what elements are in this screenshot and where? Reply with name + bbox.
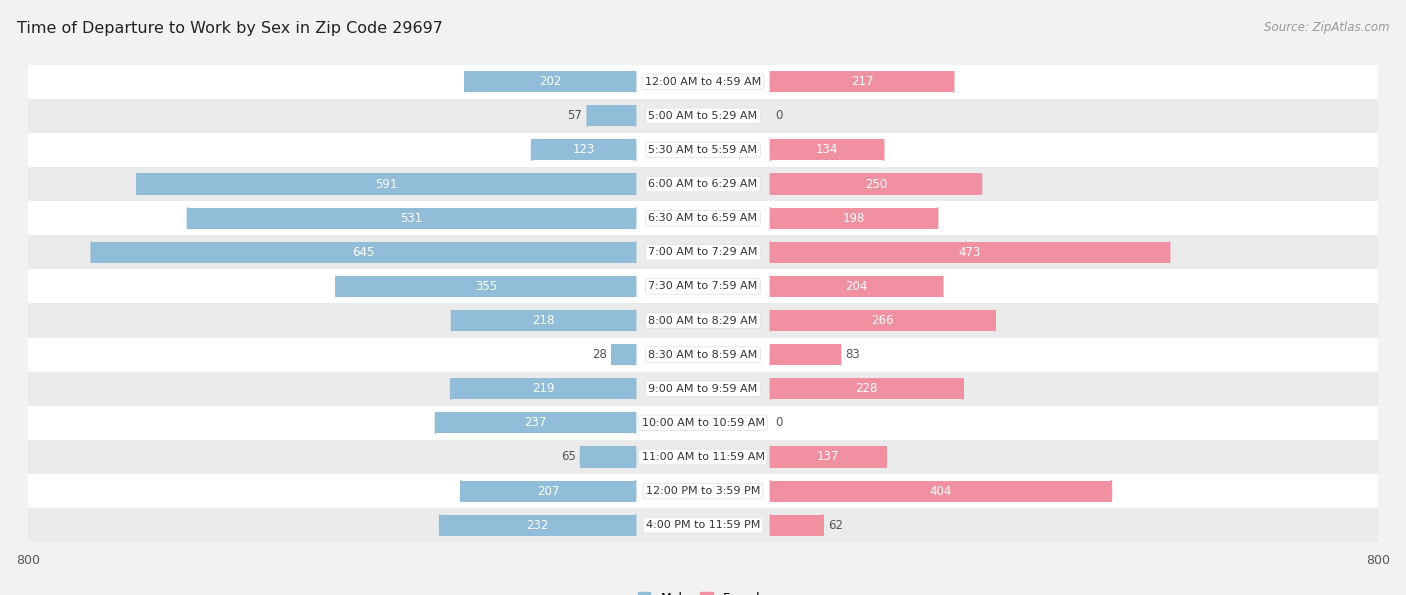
Text: 134: 134: [815, 143, 838, 156]
Text: 83: 83: [845, 348, 860, 361]
Text: 0: 0: [776, 109, 783, 123]
Text: 11:00 AM to 11:59 AM: 11:00 AM to 11:59 AM: [641, 452, 765, 462]
Text: 7:30 AM to 7:59 AM: 7:30 AM to 7:59 AM: [648, 281, 758, 292]
Bar: [28, 406, 1378, 440]
Text: 6:30 AM to 6:59 AM: 6:30 AM to 6:59 AM: [648, 213, 758, 223]
Bar: [136, 174, 636, 195]
Text: 62: 62: [828, 519, 842, 532]
Text: 218: 218: [533, 314, 555, 327]
Text: 645: 645: [353, 246, 374, 259]
Text: 57: 57: [568, 109, 582, 123]
Text: 0: 0: [776, 416, 783, 430]
Bar: [531, 139, 636, 161]
Text: 204: 204: [845, 280, 868, 293]
Bar: [770, 242, 1170, 263]
Bar: [770, 344, 841, 365]
Text: 531: 531: [401, 212, 423, 225]
Bar: [28, 337, 1378, 372]
Bar: [28, 201, 1378, 235]
Bar: [770, 139, 883, 161]
Text: 473: 473: [959, 246, 981, 259]
Text: 10:00 AM to 10:59 AM: 10:00 AM to 10:59 AM: [641, 418, 765, 428]
Text: 237: 237: [524, 416, 547, 430]
Bar: [461, 481, 636, 502]
Bar: [451, 310, 636, 331]
Text: 266: 266: [872, 314, 894, 327]
Text: 7:00 AM to 7:29 AM: 7:00 AM to 7:29 AM: [648, 248, 758, 257]
Bar: [770, 378, 963, 399]
Bar: [436, 412, 636, 433]
Bar: [612, 344, 636, 365]
Bar: [770, 276, 942, 297]
Bar: [588, 105, 636, 126]
Bar: [28, 65, 1378, 99]
Text: 591: 591: [375, 177, 398, 190]
Text: 4:00 PM to 11:59 PM: 4:00 PM to 11:59 PM: [645, 520, 761, 530]
Bar: [465, 71, 636, 92]
Text: 6:00 AM to 6:29 AM: 6:00 AM to 6:29 AM: [648, 179, 758, 189]
Bar: [770, 446, 886, 468]
Text: 8:00 AM to 8:29 AM: 8:00 AM to 8:29 AM: [648, 315, 758, 325]
Text: 65: 65: [561, 450, 575, 464]
Text: 250: 250: [865, 177, 887, 190]
Text: 123: 123: [572, 143, 595, 156]
Text: 137: 137: [817, 450, 839, 464]
Text: 198: 198: [842, 212, 865, 225]
Bar: [28, 99, 1378, 133]
Bar: [440, 515, 636, 536]
Bar: [28, 474, 1378, 508]
Bar: [28, 235, 1378, 270]
Bar: [91, 242, 636, 263]
Text: 207: 207: [537, 484, 560, 497]
Text: 202: 202: [538, 75, 561, 88]
Text: 28: 28: [592, 348, 607, 361]
Bar: [28, 440, 1378, 474]
Text: 12:00 AM to 4:59 AM: 12:00 AM to 4:59 AM: [645, 77, 761, 87]
Bar: [770, 481, 1111, 502]
Text: 9:00 AM to 9:59 AM: 9:00 AM to 9:59 AM: [648, 384, 758, 394]
Bar: [770, 208, 938, 228]
Text: 5:00 AM to 5:29 AM: 5:00 AM to 5:29 AM: [648, 111, 758, 121]
Text: 228: 228: [855, 382, 877, 395]
Bar: [28, 167, 1378, 201]
Text: 8:30 AM to 8:59 AM: 8:30 AM to 8:59 AM: [648, 350, 758, 359]
Text: 404: 404: [929, 484, 952, 497]
Bar: [28, 270, 1378, 303]
Legend: Male, Female: Male, Female: [638, 591, 768, 595]
Bar: [451, 378, 636, 399]
Bar: [770, 310, 995, 331]
Bar: [28, 303, 1378, 337]
Text: Time of Departure to Work by Sex in Zip Code 29697: Time of Departure to Work by Sex in Zip …: [17, 21, 443, 36]
Text: 232: 232: [526, 519, 548, 532]
Bar: [187, 208, 636, 228]
Bar: [28, 372, 1378, 406]
Bar: [770, 71, 953, 92]
Text: 355: 355: [475, 280, 496, 293]
Bar: [28, 508, 1378, 542]
Text: 217: 217: [851, 75, 873, 88]
Bar: [770, 174, 981, 195]
Text: 219: 219: [531, 382, 554, 395]
Bar: [336, 276, 636, 297]
Bar: [770, 515, 823, 536]
Text: 12:00 PM to 3:59 PM: 12:00 PM to 3:59 PM: [645, 486, 761, 496]
Text: Source: ZipAtlas.com: Source: ZipAtlas.com: [1264, 21, 1389, 34]
Text: 5:30 AM to 5:59 AM: 5:30 AM to 5:59 AM: [648, 145, 758, 155]
Bar: [581, 446, 636, 468]
Bar: [28, 133, 1378, 167]
